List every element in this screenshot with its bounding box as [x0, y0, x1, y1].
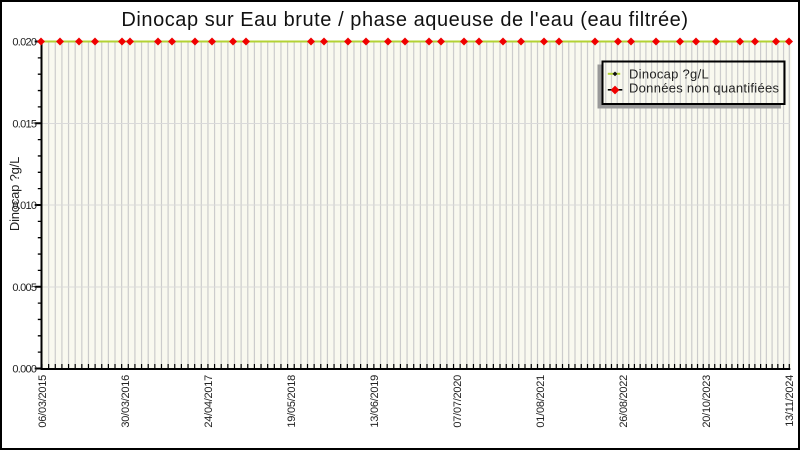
svg-text:0.000: 0.000 [12, 364, 36, 376]
svg-text:Dinocap sur Eau brute / phase: Dinocap sur Eau brute / phase aqueuse de… [121, 9, 688, 31]
svg-text:0.010: 0.010 [12, 200, 36, 212]
svg-text:Données non quantifiées: Données non quantifiées [629, 80, 779, 95]
svg-text:19/05/2018: 19/05/2018 [286, 375, 298, 428]
svg-text:07/07/2020: 07/07/2020 [452, 375, 464, 428]
svg-text:06/03/2015: 06/03/2015 [37, 375, 49, 428]
svg-text:0.020: 0.020 [12, 37, 36, 49]
svg-text:13/11/2024: 13/11/2024 [784, 375, 796, 427]
svg-text:30/03/2016: 30/03/2016 [120, 375, 132, 428]
svg-text:24/04/2017: 24/04/2017 [203, 375, 215, 428]
svg-text:13/06/2019: 13/06/2019 [369, 375, 381, 428]
svg-text:01/08/2021: 01/08/2021 [535, 375, 547, 428]
svg-text:26/08/2022: 26/08/2022 [618, 375, 630, 428]
svg-text:Dinocap ?g/L: Dinocap ?g/L [7, 157, 22, 231]
svg-text:Dinocap ?g/L: Dinocap ?g/L [629, 67, 709, 82]
svg-text:0.015: 0.015 [12, 118, 36, 130]
svg-text:20/10/2023: 20/10/2023 [701, 375, 713, 428]
svg-text:0.005: 0.005 [12, 282, 36, 294]
